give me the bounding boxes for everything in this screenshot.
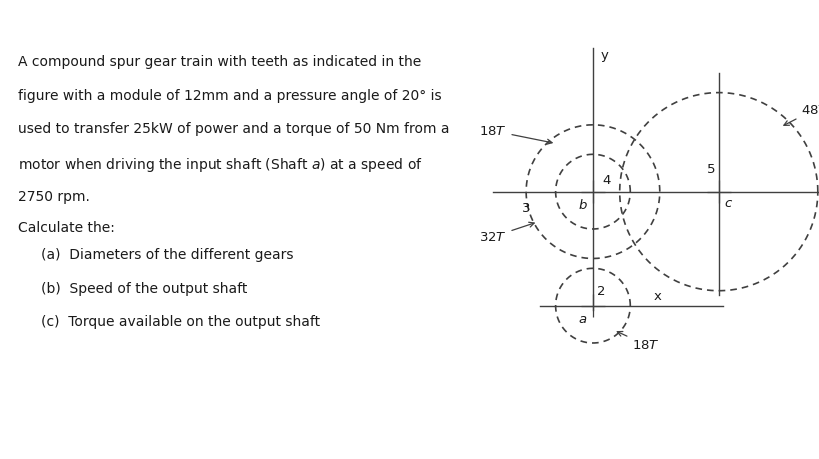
Text: 32$T$: 32$T$ [478,223,534,244]
Text: 18$T$: 18$T$ [478,125,552,145]
Text: motor when driving the input shaft (Shaft $a$) at a speed of: motor when driving the input shaft (Shaf… [18,156,423,174]
Text: (c)  Torque available on the output shaft: (c) Torque available on the output shaft [41,314,320,328]
Text: (a)  Diameters of the different gears: (a) Diameters of the different gears [41,248,293,262]
Text: b: b [579,198,587,211]
Text: 4: 4 [603,174,611,187]
Text: (b)  Speed of the output shaft: (b) Speed of the output shaft [41,281,247,295]
Text: y: y [601,49,609,62]
Text: a: a [579,312,587,325]
Text: 18$T$: 18$T$ [618,332,660,352]
Text: A compound spur gear train with teeth as indicated in the: A compound spur gear train with teeth as… [18,55,421,69]
Text: 3: 3 [522,202,530,214]
Text: 48$T$: 48$T$ [784,103,819,126]
Text: figure with a module of 12mm and a pressure angle of 20° is: figure with a module of 12mm and a press… [18,89,441,102]
Text: 2750 rpm.: 2750 rpm. [18,189,90,203]
Text: x: x [654,289,662,302]
Text: 5: 5 [707,162,715,175]
Text: c: c [725,196,732,209]
Text: used to transfer 25kW of power and a torque of 50 Nm from a: used to transfer 25kW of power and a tor… [18,122,450,136]
Text: 2: 2 [597,285,605,297]
Text: Calculate the:: Calculate the: [18,220,115,234]
